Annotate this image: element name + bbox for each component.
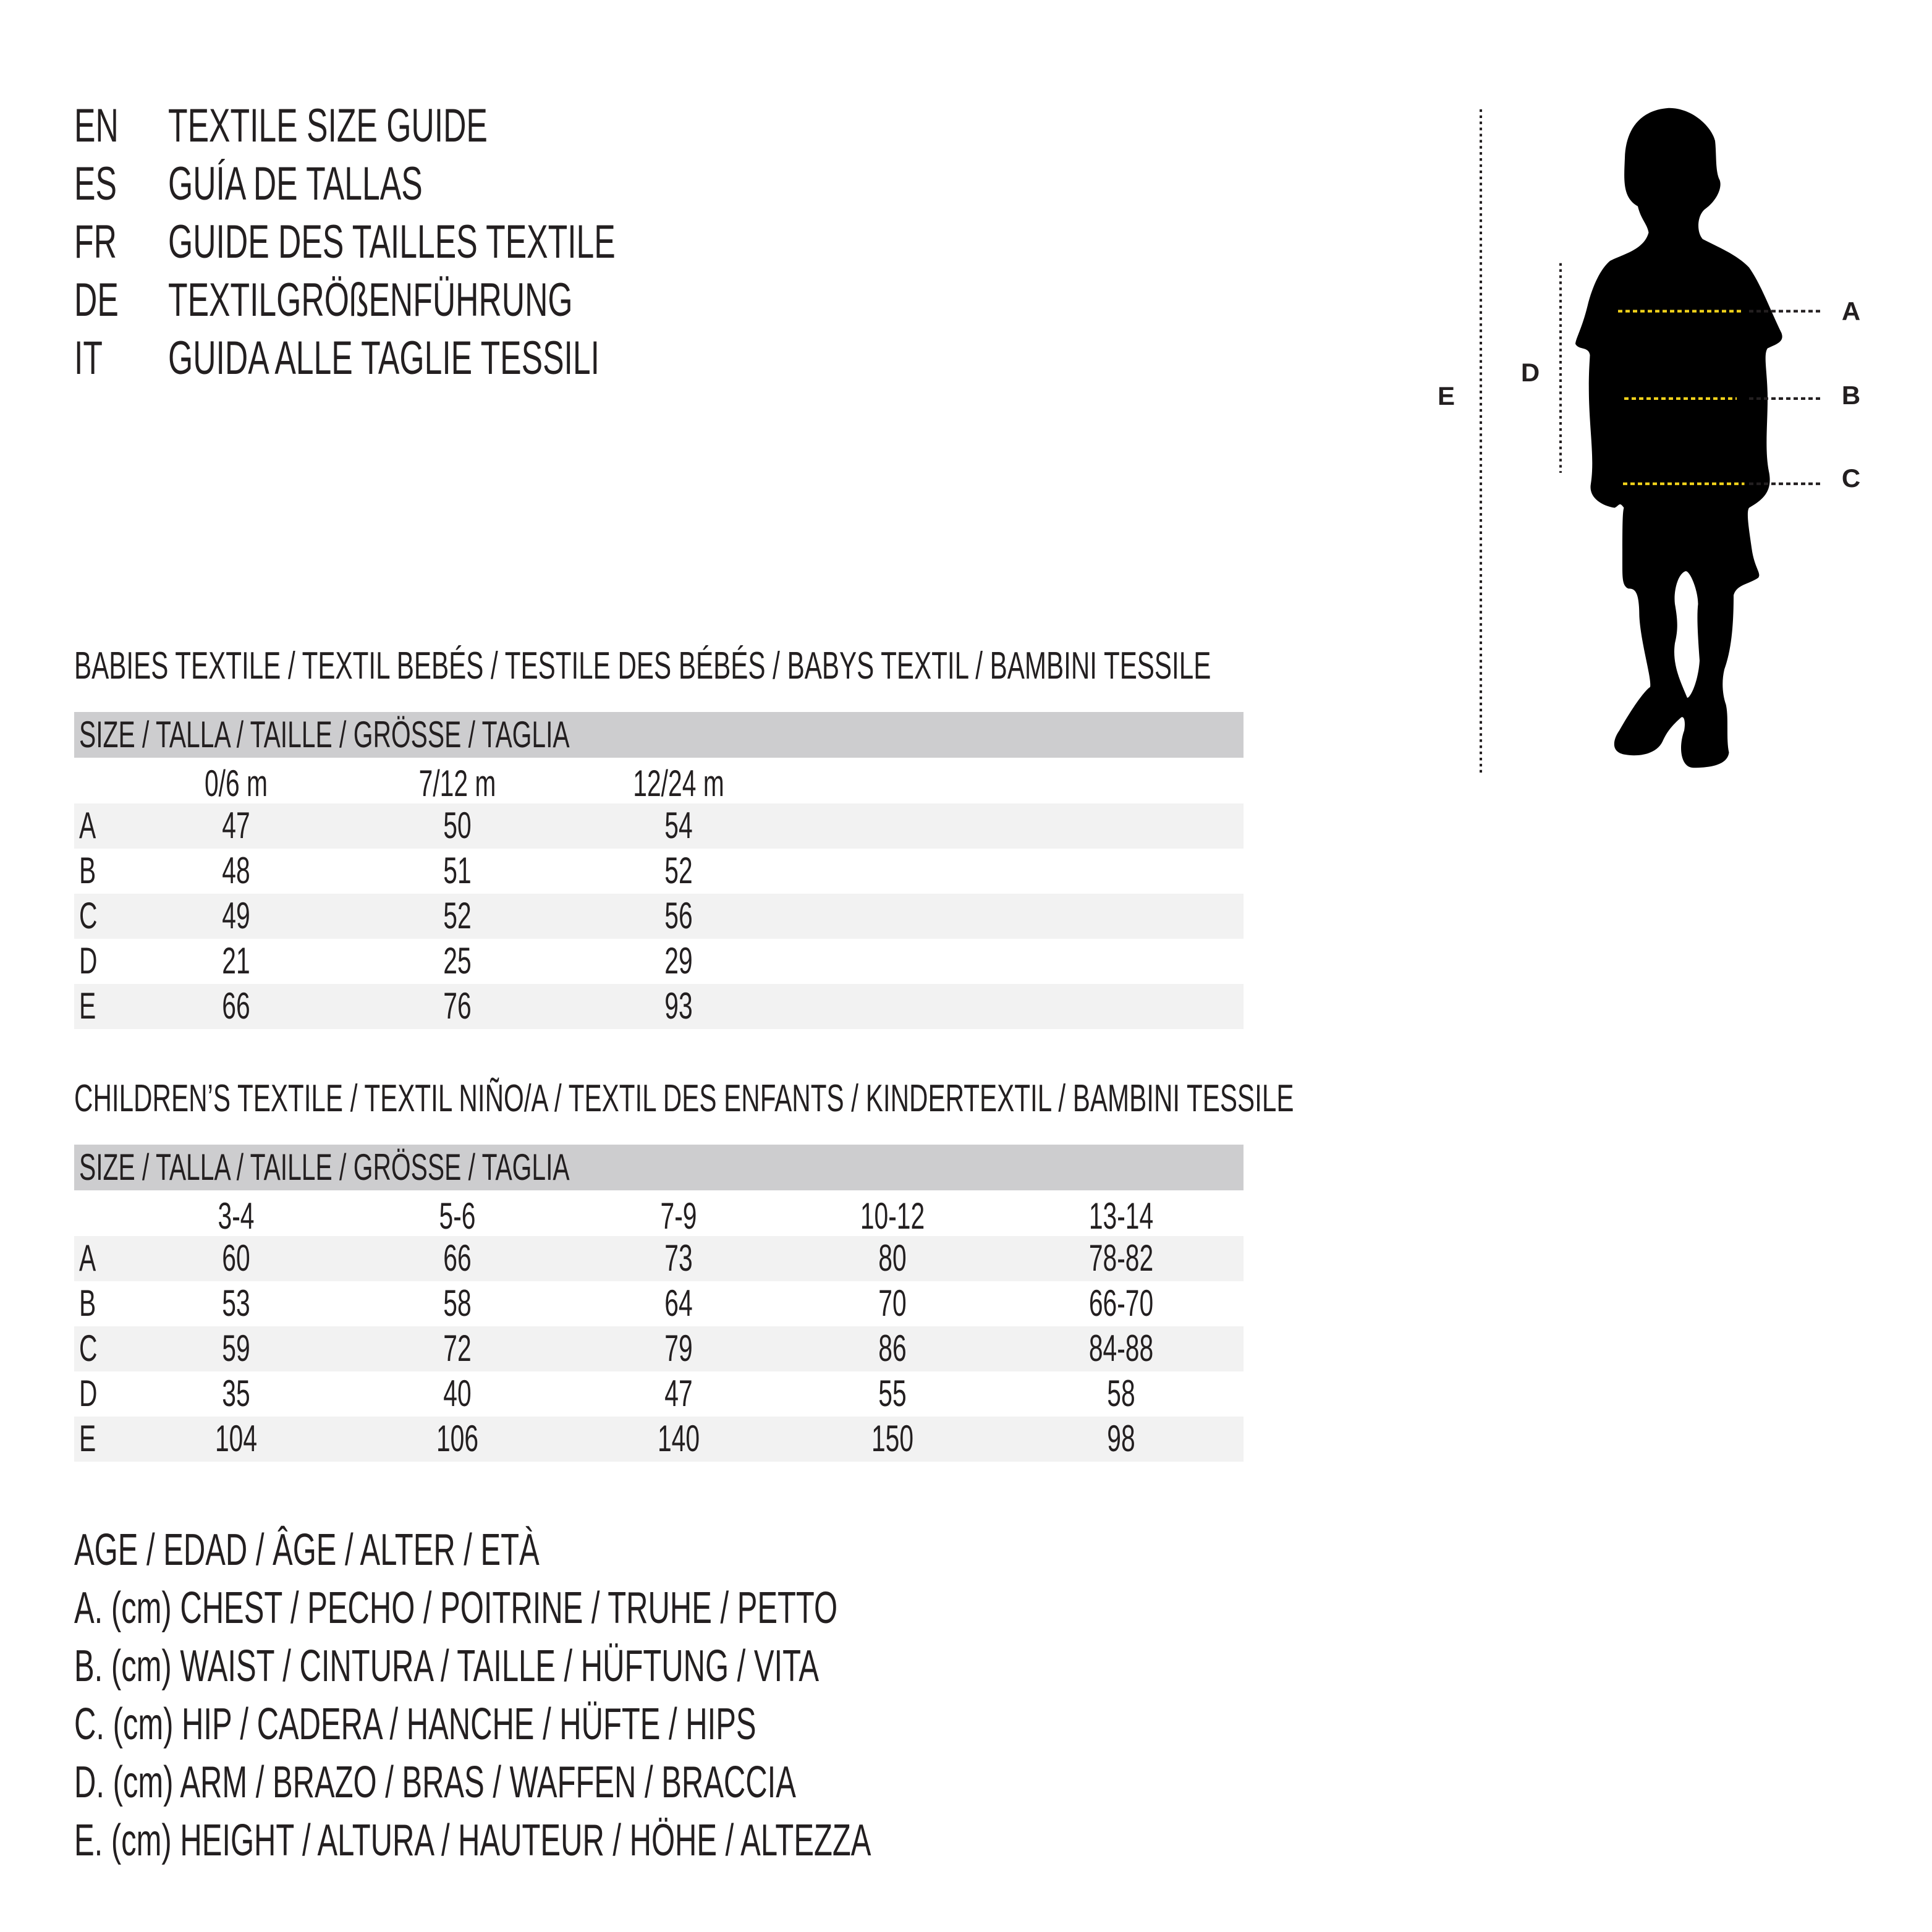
table-row-shade: [74, 984, 1244, 1029]
column-header: 12/24 m: [633, 763, 724, 804]
column-header: 3-4: [218, 1195, 255, 1237]
legend-line: E. (cm) HEIGHT / ALTURA / HAUTEUR / HÖHE…: [74, 1816, 871, 1865]
table-cell: 52: [443, 895, 472, 936]
child-silhouette: [1575, 108, 1782, 768]
row-label: B: [79, 850, 96, 891]
label-e: E: [1437, 381, 1455, 410]
column-header: 10-12: [860, 1195, 925, 1237]
table-cell: 150: [871, 1418, 914, 1459]
body-measurement-diagram: [1480, 108, 1822, 773]
children-size-header: SIZE / TALLA / TAILLE / GRÖSSE / TAGLIA: [79, 1146, 570, 1188]
table-cell: 80: [878, 1237, 907, 1279]
table-cell: 47: [222, 805, 250, 846]
table-cell: 84-88: [1088, 1328, 1154, 1369]
table-cell: 73: [664, 1237, 693, 1279]
legend-line: D. (cm) ARM / BRAZO / BRAS / WAFFEN / BR…: [74, 1758, 796, 1807]
row-label: A: [79, 805, 96, 846]
table-cell: 40: [443, 1373, 472, 1414]
guide-title: TEXTILGRÖßENFÜHRUNG: [168, 274, 573, 326]
table-cell: 47: [664, 1373, 693, 1414]
table-cell: 55: [878, 1373, 907, 1414]
table-cell: 50: [443, 805, 472, 846]
table-cell: 98: [1107, 1418, 1135, 1459]
babies-size-header-bar: SIZE / TALLA / TAILLE / GRÖSSE / TAGLIA: [74, 712, 1244, 758]
table-row-shade: [74, 803, 1244, 849]
table-cell: 21: [222, 940, 250, 981]
table-cell: 66: [222, 985, 250, 1027]
table-cell: 66-70: [1088, 1282, 1154, 1324]
column-header: 13-14: [1088, 1195, 1154, 1237]
table-row-shade: [74, 1417, 1244, 1462]
table-cell: 59: [222, 1328, 250, 1369]
table-row-shade: [74, 1236, 1244, 1281]
table-cell: 104: [214, 1418, 258, 1459]
table-cell: 58: [1107, 1373, 1135, 1414]
table-cell: 49: [222, 895, 250, 936]
column-header: 7-9: [660, 1195, 697, 1237]
column-header: 5-6: [439, 1195, 476, 1237]
table-cell: 86: [878, 1328, 907, 1369]
row-label: C: [79, 1328, 98, 1369]
table-cell: 140: [657, 1418, 700, 1459]
legend-line: AGE / EDAD / ÂGE / ALTER / ETÀ: [74, 1525, 540, 1575]
table-cell: 54: [664, 805, 693, 846]
guide-title: GUIDA ALLE TAGLIE TESSILI: [168, 332, 600, 384]
row-label: E: [79, 1418, 96, 1459]
table-cell: 51: [443, 850, 472, 891]
column-header: 0/6 m: [204, 763, 268, 804]
table-cell: 64: [664, 1282, 693, 1324]
table-cell: 29: [664, 940, 693, 981]
table-row-shade: [74, 1326, 1244, 1371]
row-label: D: [79, 1373, 98, 1414]
table-cell: 25: [443, 940, 472, 981]
table-cell: 52: [664, 850, 693, 891]
table-cell: 53: [222, 1282, 250, 1324]
lang-code: ES: [74, 158, 117, 210]
guide-title: TEXTILE SIZE GUIDE: [168, 100, 488, 152]
table-cell: 76: [443, 985, 472, 1027]
row-label: B: [79, 1282, 96, 1324]
guide-title: GUÍA DE TALLAS: [168, 158, 423, 210]
children-heading: CHILDREN’S TEXTILE / TEXTIL NIÑO/A / TEX…: [74, 1077, 1294, 1120]
row-label: E: [79, 985, 96, 1027]
row-label: C: [79, 895, 98, 936]
table-cell: 58: [443, 1282, 472, 1324]
table-cell: 93: [664, 985, 693, 1027]
lang-code: EN: [74, 100, 119, 152]
label-b: B: [1841, 381, 1861, 410]
table-cell: 70: [878, 1282, 907, 1324]
table-cell: 106: [436, 1418, 479, 1459]
table-cell: 56: [664, 895, 693, 936]
table-cell: 72: [443, 1328, 472, 1369]
table-cell: 48: [222, 850, 250, 891]
legend-line: C. (cm) HIP / CADERA / HANCHE / HÜFTE / …: [74, 1700, 756, 1749]
children-size-header-bar: SIZE / TALLA / TAILLE / GRÖSSE / TAGLIA: [74, 1145, 1244, 1190]
column-header: 7/12 m: [418, 763, 496, 804]
legend-line: A. (cm) CHEST / PECHO / POITRINE / TRUHE…: [74, 1583, 838, 1633]
lang-code: DE: [74, 274, 119, 326]
row-label: A: [79, 1237, 96, 1279]
babies-heading: BABIES TEXTILE / TEXTIL BEBÉS / TESTILE …: [74, 645, 1211, 687]
table-cell: 78-82: [1088, 1237, 1154, 1279]
table-cell: 79: [664, 1328, 693, 1369]
lang-code: FR: [74, 216, 117, 268]
lang-code: IT: [74, 332, 103, 384]
label-d: D: [1520, 358, 1540, 387]
label-c: C: [1841, 464, 1861, 493]
table-cell: 60: [222, 1237, 250, 1279]
babies-size-header: SIZE / TALLA / TAILLE / GRÖSSE / TAGLIA: [79, 714, 570, 755]
table-cell: 66: [443, 1237, 472, 1279]
legend-line: B. (cm) WAIST / CINTURA / TAILLE / HÜFTU…: [74, 1642, 820, 1691]
table-row-shade: [74, 894, 1244, 939]
label-a: A: [1841, 297, 1861, 326]
guide-title: GUIDE DES TAILLES TEXTILE: [168, 216, 616, 268]
row-label: D: [79, 940, 98, 981]
table-cell: 35: [222, 1373, 250, 1414]
